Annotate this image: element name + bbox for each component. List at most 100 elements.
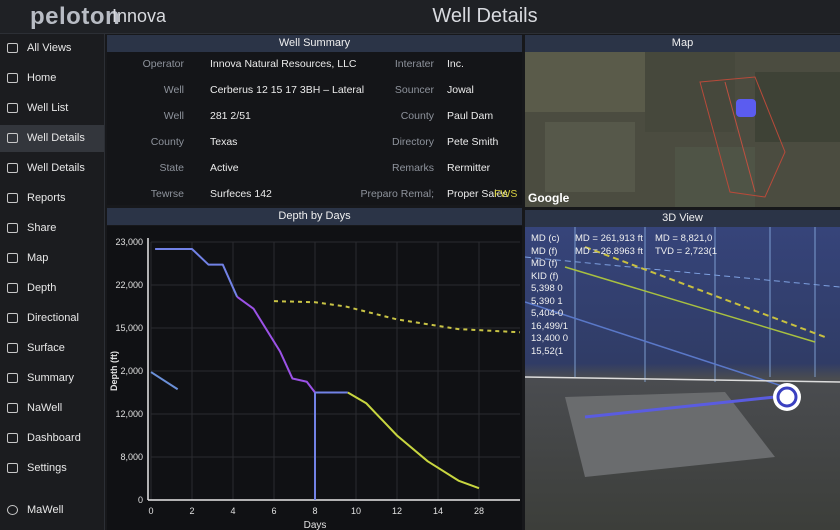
nav-item[interactable]: NaWell [0,395,104,422]
nav-label: Well List [27,102,69,114]
nav-label: Directional [27,312,79,324]
nav-icon [7,223,18,233]
series-line [150,371,179,391]
nav-icon [7,73,18,83]
readout: 13,400 0 [531,333,568,344]
y-tick-label: 12,000 [115,409,143,419]
y-tick-label: 15,000 [115,323,143,333]
nav-item[interactable]: Settings [0,455,104,482]
3d-scene [525,227,840,477]
nav-item[interactable]: Well List [0,95,104,122]
nav-item[interactable]: Reports [0,185,104,212]
summary-row: Well 281 2/51 County Paul Dam [107,104,522,129]
field-value: Surfeces 142 [210,188,272,200]
nav-icon [7,343,18,353]
field-label: Remarks [391,162,434,174]
field [545,122,635,192]
nav-label: NaWell [27,402,63,414]
page-title: Well Details [432,5,538,27]
field-value: Active [210,162,239,174]
map-image: Google [525,52,840,207]
nav-icon [7,505,18,515]
nav-item[interactable]: Map [0,245,104,272]
company-name: Innova [112,6,167,26]
field [675,147,755,207]
nav-label: Share [27,222,57,234]
sidebar: All Views Home Well List Well Details Well D… [0,34,105,530]
well-marker[interactable] [736,99,756,117]
logo[interactable]: peloton [30,3,121,30]
field-label: State [159,162,184,174]
trajectory [564,266,816,343]
nav-label: Map [27,252,49,264]
field-value: Rermitter [447,162,491,174]
nav-item[interactable]: All Views [0,35,104,62]
readout: MD (f) [531,258,558,269]
summary-row: Operator Innova Natural Resources, LLC Int… [107,52,522,77]
readout: 5,390 1 [531,295,563,307]
nav-icon [7,313,18,323]
readout: KID (f) [531,270,559,282]
field-value: FWS [494,188,518,200]
map[interactable]: Google [525,52,840,207]
x-tick-label: 2 [189,506,194,516]
nav-item[interactable]: Well Details [0,125,104,152]
field-label: Souncer [394,84,434,96]
field-value: Inc. [447,58,464,70]
nav-label: Surface [27,342,65,354]
nav-label: Settings [27,462,67,474]
y-tick-label: 0 [138,495,143,505]
nav-item[interactable]: MaWell [0,497,104,524]
series-line [236,296,316,394]
summary-row: Tewrse Surfeces 142 Preparo Remal; Proper S… [107,182,522,207]
horizon [525,376,840,383]
readout: MD (c) [531,233,560,244]
trajectory [525,301,786,388]
field-label: Preparo Remal; [360,188,434,200]
series-line [347,391,480,490]
nav-icon [7,133,18,143]
nav-item[interactable]: Dashboard [0,425,104,452]
trajectory [584,246,826,338]
field-value: Pete Smith [447,136,499,148]
3d-view[interactable]: MD (c) MD = 261,913 ft MD = 8,821,0 MD (f) M… [525,227,840,530]
x-tick-label: 8 [312,506,317,516]
nav-icon [7,43,18,53]
nav-label: Well Details [27,132,85,144]
nav-label: Well Details [27,162,85,174]
nav-item[interactable]: Home [0,65,104,92]
nav-item[interactable]: Directional [0,305,104,332]
nav-icon [7,373,18,383]
nav-item[interactable]: Share [0,215,104,242]
readout: MD = 8,821,0 [655,233,713,244]
x-tick-label: 10 [351,506,361,516]
nav-label: Dashboard [27,432,81,444]
field-label: County [150,136,184,148]
nav-item[interactable]: Summary [0,365,104,392]
field-label: County [400,110,434,122]
nav-label: Home [27,72,57,84]
nav-label: Reports [27,192,66,204]
nav-item[interactable]: Well Details [0,155,104,182]
nav-icon [7,463,18,473]
y-tick-label: 22,000 [115,280,143,290]
series-line [273,300,521,334]
field [525,52,645,112]
field-value: Texas [210,136,238,148]
y-tick-label: 23,000 [115,237,143,247]
nav-label: All Views [27,42,72,54]
x-tick-label: 6 [271,506,276,516]
nav-item[interactable]: Depth [0,275,104,302]
nav-icon [7,193,18,203]
summary-row: County Texas Directory Pete Smith [107,130,522,155]
x-tick-label: 14 [433,506,443,516]
field-label: Well [163,110,184,122]
field-value: Paul Dam [447,110,494,122]
readout: MD = 26.8963 ft [575,245,643,257]
field-label: Directory [391,136,434,148]
panel-title: Map [525,35,840,52]
trajectory [525,256,840,288]
nav-item[interactable]: Surface [0,335,104,362]
readout: 5,398 0 [531,283,563,294]
